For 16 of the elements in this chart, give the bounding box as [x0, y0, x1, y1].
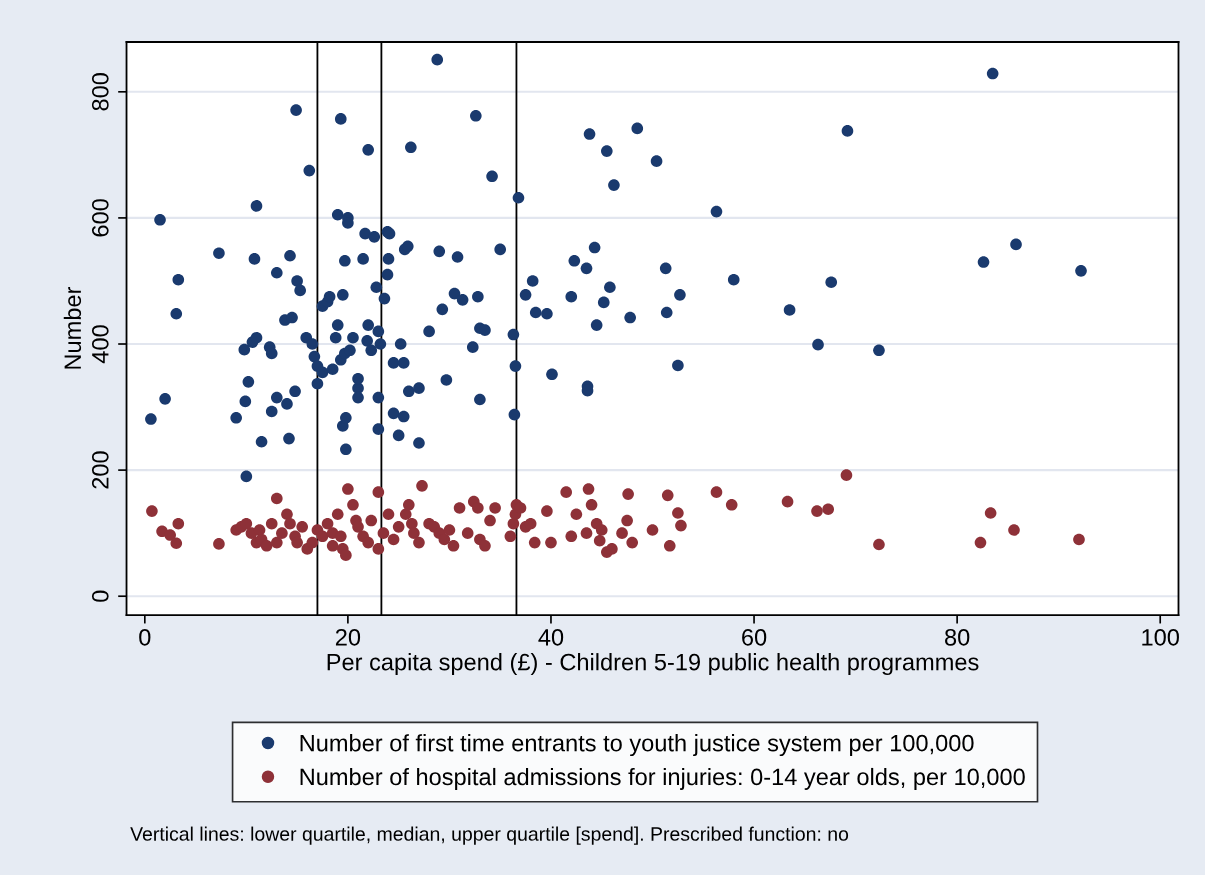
x-tick-label: 20 [335, 628, 361, 646]
x-tick-label: 60 [742, 628, 767, 646]
x-axis-title: Per capita spend (£) - Children 5-19 public health programmes [327, 653, 979, 676]
y-axis-title: Number [63, 286, 82, 369]
x-tick-label: 100 [1142, 628, 1179, 646]
y-tick-label: 800 [91, 73, 109, 111]
y-tick-label: 200 [91, 451, 109, 489]
x-tick-label: 40 [538, 628, 564, 646]
legend-label: Number of hospital admissions for injuries: 0-14 year olds, per 10,000 [300, 767, 1025, 790]
y-tick-label: 400 [91, 325, 109, 364]
y-tick-label: 0 [91, 590, 109, 602]
text: Vertical lines: lower quartile, median, upper quartile [spend]. Prescribed function: no [130, 826, 849, 845]
y-tick-label: 600 [91, 199, 109, 237]
legend-label: Number of first time entrants to youth justice system per 100,000 [300, 734, 974, 757]
x-tick-label: 80 [945, 628, 970, 646]
x-tick-label: 0 [139, 628, 151, 646]
